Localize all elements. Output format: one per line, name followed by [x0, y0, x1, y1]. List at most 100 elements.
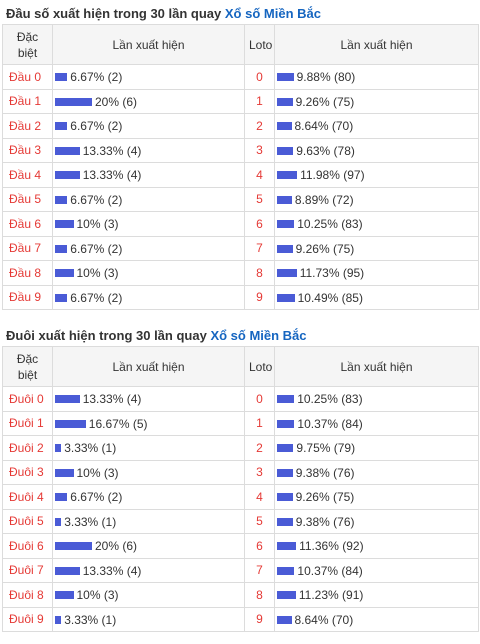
table-row: Đầu 1 20% (6) 1 9.26% (75) [2, 88, 479, 114]
count-cell: 3.33% (1) [52, 606, 245, 632]
loto-number[interactable]: 8 [244, 260, 275, 286]
row-label[interactable]: Đuôi 2 [2, 435, 53, 461]
count-bar [55, 542, 92, 551]
row-label[interactable]: Đuôi 7 [2, 557, 53, 583]
count-value: 10% (3) [76, 588, 119, 603]
loto-number[interactable]: 3 [244, 137, 275, 163]
count-cell: 10% (3) [52, 582, 245, 608]
duoi-header-row: Đặc biệt Lần xuất hiện Loto Lần xuất hiện [2, 346, 479, 387]
duoi-table: Đặc biệt Lần xuất hiện Loto Lần xuất hiện… [2, 346, 479, 632]
loto-number[interactable]: 1 [244, 88, 275, 114]
table-row: Đuôi 6 20% (6) 6 11.36% (92) [2, 533, 479, 559]
row-label[interactable]: Đuôi 3 [2, 459, 53, 485]
header-loto: Loto [244, 24, 275, 65]
row-label[interactable]: Đầu 3 [2, 137, 53, 163]
duoi-title-link[interactable]: Xổ số Miền Bắc [210, 328, 307, 343]
row-label[interactable]: Đầu 4 [2, 162, 53, 188]
table-row: Đầu 9 6.67% (2) 9 10.49% (85) [2, 284, 479, 310]
row-label[interactable]: Đầu 0 [2, 64, 53, 90]
loto-number[interactable]: 4 [244, 162, 275, 188]
row-label[interactable]: Đuôi 8 [2, 582, 53, 608]
row-label[interactable]: Đầu 7 [2, 235, 53, 261]
count-bar [55, 493, 68, 502]
loto-bar [277, 395, 295, 404]
table-row: Đuôi 2 3.33% (1) 2 9.75% (79) [2, 435, 479, 461]
loto-number[interactable]: 0 [244, 64, 275, 90]
count-value: 20% (6) [95, 94, 138, 109]
row-label[interactable]: Đuôi 4 [2, 484, 53, 510]
loto-value: 8.64% (70) [294, 612, 354, 627]
loto-number[interactable]: 8 [244, 582, 275, 608]
row-label[interactable]: Đuôi 6 [2, 533, 53, 559]
loto-bar [277, 146, 294, 155]
row-label[interactable]: Đuôi 5 [2, 508, 53, 534]
loto-bar [277, 468, 293, 477]
loto-count-cell: 10.25% (83) [274, 386, 479, 412]
row-label[interactable]: Đuôi 9 [2, 606, 53, 632]
loto-number[interactable]: 2 [244, 435, 275, 461]
dau-header-row: Đặc biệt Lần xuất hiện Loto Lần xuất hiện [2, 24, 479, 65]
loto-number[interactable]: 6 [244, 211, 275, 237]
count-bar [55, 615, 62, 624]
loto-number[interactable]: 9 [244, 284, 275, 310]
row-label[interactable]: Đuôi 0 [2, 386, 53, 412]
loto-bar [277, 566, 295, 575]
count-value: 13.33% (4) [82, 143, 142, 158]
loto-number[interactable]: 7 [244, 235, 275, 261]
count-cell: 20% (6) [52, 88, 245, 114]
loto-number[interactable]: 9 [244, 606, 275, 632]
loto-bar [277, 73, 294, 82]
dau-title-text: Đầu số xuất hiện trong 30 lần quay [6, 6, 222, 21]
table-row: Đuôi 4 6.67% (2) 4 9.26% (75) [2, 484, 479, 510]
count-value: 3.33% (1) [64, 441, 117, 456]
count-value: 6.67% (2) [70, 70, 123, 85]
count-cell: 6.67% (2) [52, 484, 245, 510]
loto-bar [277, 615, 292, 624]
row-label[interactable]: Đầu 6 [2, 211, 53, 237]
table-row: Đầu 5 6.67% (2) 5 8.89% (72) [2, 186, 479, 212]
loto-number[interactable]: 0 [244, 386, 275, 412]
dau-title-link[interactable]: Xổ số Miền Bắc [224, 6, 321, 21]
loto-count-cell: 11.98% (97) [274, 162, 479, 188]
count-value: 6.67% (2) [70, 192, 123, 207]
loto-number[interactable]: 5 [244, 186, 275, 212]
row-label[interactable]: Đầu 5 [2, 186, 53, 212]
row-label[interactable]: Đầu 9 [2, 284, 53, 310]
loto-number[interactable]: 3 [244, 459, 275, 485]
loto-count-cell: 9.38% (76) [274, 459, 479, 485]
row-label[interactable]: Đầu 8 [2, 260, 53, 286]
count-bar [55, 73, 68, 82]
loto-value: 9.75% (79) [296, 441, 356, 456]
loto-bar [277, 542, 297, 551]
loto-number[interactable]: 7 [244, 557, 275, 583]
loto-number[interactable]: 4 [244, 484, 275, 510]
loto-value: 11.73% (95) [299, 266, 365, 281]
count-value: 6.67% (2) [70, 290, 123, 305]
count-bar [55, 419, 86, 428]
count-bar [55, 146, 80, 155]
loto-count-cell: 8.64% (70) [274, 113, 479, 139]
row-label[interactable]: Đuôi 1 [2, 410, 53, 436]
loto-count-cell: 10.37% (84) [274, 557, 479, 583]
count-bar [55, 591, 74, 600]
loto-value: 9.38% (76) [295, 514, 355, 529]
table-row: Đầu 2 6.67% (2) 2 8.64% (70) [2, 113, 479, 139]
count-bar [55, 395, 80, 404]
count-value: 13.33% (4) [82, 563, 142, 578]
row-label[interactable]: Đầu 2 [2, 113, 53, 139]
count-bar [55, 97, 92, 106]
loto-bar [277, 244, 293, 253]
loto-value: 8.89% (72) [294, 192, 354, 207]
count-bar [55, 566, 80, 575]
loto-number[interactable]: 2 [244, 113, 275, 139]
loto-bar [277, 419, 295, 428]
loto-number[interactable]: 1 [244, 410, 275, 436]
loto-count-cell: 9.63% (78) [274, 137, 479, 163]
row-label[interactable]: Đầu 1 [2, 88, 53, 114]
loto-number[interactable]: 5 [244, 508, 275, 534]
loto-value: 9.26% (75) [295, 94, 355, 109]
loto-number[interactable]: 6 [244, 533, 275, 559]
table-row: Đuôi 3 10% (3) 3 9.38% (76) [2, 459, 479, 485]
count-cell: 6.67% (2) [52, 64, 245, 90]
count-bar [55, 468, 74, 477]
